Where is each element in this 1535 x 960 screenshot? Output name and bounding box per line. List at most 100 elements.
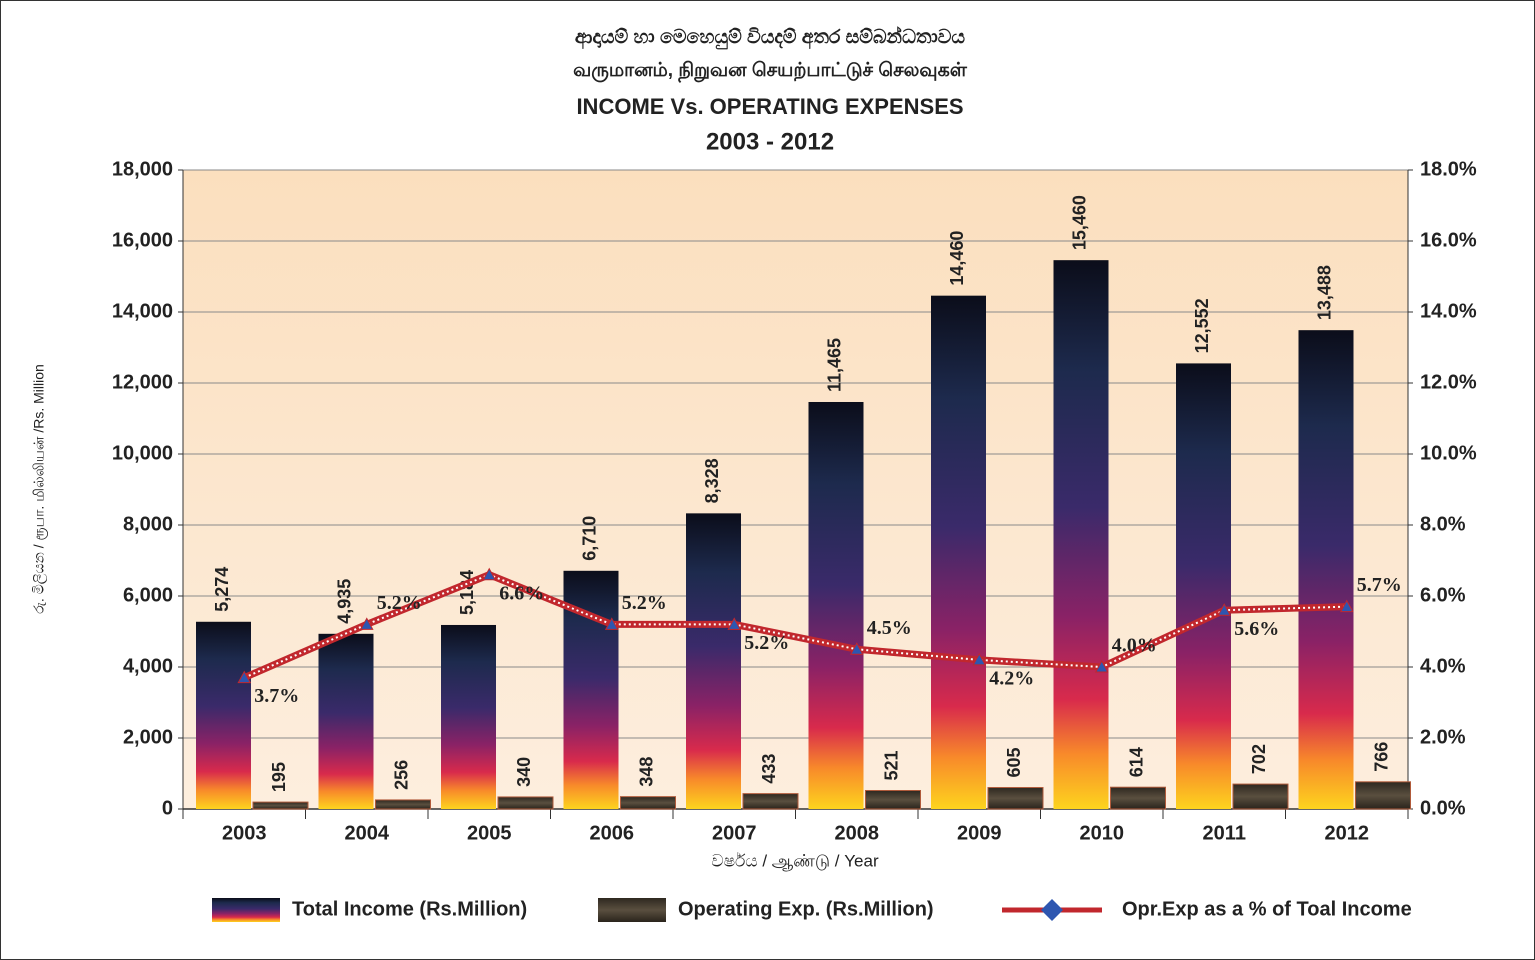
bar xyxy=(196,621,251,809)
bar-value-label: 195 xyxy=(269,762,289,792)
y-tick-label: 2,000 xyxy=(123,726,173,748)
title-line: 2003 - 2012 xyxy=(706,128,834,155)
x-tick-label: 2009 xyxy=(957,822,1002,844)
bar xyxy=(808,401,864,809)
bar xyxy=(497,796,554,810)
bar-value-label: 13,488 xyxy=(1315,265,1335,320)
y2-tick-label: 12.0% xyxy=(1420,371,1477,393)
line-value-label: 5.2% xyxy=(622,592,667,614)
x-tick-label: 2004 xyxy=(345,822,390,844)
x-tick-label: 2007 xyxy=(712,822,757,844)
line-value-label: 5.2% xyxy=(744,632,789,654)
bar xyxy=(931,295,986,809)
line-marker xyxy=(972,652,987,666)
line-marker xyxy=(849,642,864,655)
title-line: வருமானம், நிறுவன செயற்பாட்டுச் செலவுகள் xyxy=(573,60,968,83)
bar xyxy=(620,796,676,810)
bar-value-label: 256 xyxy=(392,760,412,790)
line-value-label: 4.2% xyxy=(989,667,1034,689)
bar xyxy=(742,793,799,810)
legend-label: Opr.Exp as a % of Toal Income xyxy=(1122,898,1412,920)
line-value-label: 4.0% xyxy=(1112,635,1157,657)
bar-value-label: 433 xyxy=(759,754,779,784)
y2-tick-label: 8.0% xyxy=(1420,513,1466,535)
bar-value-label: 6,710 xyxy=(580,516,600,561)
bar xyxy=(1110,786,1166,810)
line-marker xyxy=(727,617,742,630)
line-value-label: 6.6% xyxy=(499,582,544,604)
legend-label: Operating Exp. (Rs.Million) xyxy=(678,898,934,920)
y2-tick-label: 0.0% xyxy=(1420,797,1466,819)
y2-tick-label: 2.0% xyxy=(1420,726,1466,748)
bar-value-label: 521 xyxy=(882,750,902,780)
bar-value-label: 340 xyxy=(514,757,534,787)
y2-tick-label: 16.0% xyxy=(1420,229,1477,251)
y-axis-label: රු. මිලියන / ரூபா. மில்லியன் /Rs. Millio… xyxy=(31,364,48,614)
y2-tick-label: 14.0% xyxy=(1420,300,1477,322)
y-tick-label: 8,000 xyxy=(123,513,173,535)
title-line: ආදායම් හා මෙහෙයුම් වියදම් අතර සම්බන්ධතාව… xyxy=(575,26,965,51)
y2-tick-label: 4.0% xyxy=(1420,655,1466,677)
title-line: INCOME Vs. OPERATING EXPENSES xyxy=(576,94,963,119)
bar-value-label: 5,184 xyxy=(457,570,477,615)
bar xyxy=(441,624,496,809)
y-tick-label: 6,000 xyxy=(123,584,173,606)
line xyxy=(242,570,1347,681)
bar xyxy=(1232,783,1289,810)
bar xyxy=(318,633,374,809)
line-value-label: 5.6% xyxy=(1234,618,1279,640)
line-marker xyxy=(1339,599,1354,613)
bar-value-label: 8,328 xyxy=(702,458,722,503)
line-marker xyxy=(237,670,252,684)
x-tick-label: 2008 xyxy=(835,822,880,844)
y-tick-label: 14,000 xyxy=(112,300,173,322)
y2-tick-label: 6.0% xyxy=(1420,584,1466,606)
bar-value-label: 14,460 xyxy=(947,231,967,286)
legend-label: Total Income (Rs.Million) xyxy=(292,898,527,920)
bar-value-label: 614 xyxy=(1127,747,1147,777)
y-tick-label: 18,000 xyxy=(112,158,173,180)
x-tick-label: 2010 xyxy=(1080,822,1125,844)
bar-value-label: 766 xyxy=(1372,742,1392,772)
x-tick-label: 2012 xyxy=(1325,822,1370,844)
line-marker xyxy=(359,617,374,630)
y-tick-label: 12,000 xyxy=(112,371,173,393)
legend-marker xyxy=(1041,899,1063,921)
x-tick-label: 2006 xyxy=(590,822,635,844)
line-value-label: 4.5% xyxy=(867,617,912,639)
bar-value-label: 4,935 xyxy=(335,579,355,624)
legend-swatch xyxy=(212,898,280,922)
x-tick-label: 2005 xyxy=(467,822,512,844)
legend-swatch xyxy=(598,898,666,922)
line-marker xyxy=(604,617,619,630)
line-value-label: 5.7% xyxy=(1357,574,1402,596)
y-tick-label: 4,000 xyxy=(123,655,173,677)
bar-value-label: 605 xyxy=(1004,747,1024,777)
bar-value-label: 12,552 xyxy=(1192,298,1212,353)
bar xyxy=(686,513,741,809)
line-value-label: 3.7% xyxy=(254,685,299,707)
x-tick-label: 2011 xyxy=(1203,822,1246,844)
bar-value-label: 348 xyxy=(637,757,657,787)
bar xyxy=(1053,260,1109,809)
y-tick-label: 0 xyxy=(162,797,173,819)
line-marker xyxy=(482,567,497,581)
x-tick-label: 2003 xyxy=(222,822,267,844)
bar xyxy=(1298,330,1354,809)
bar xyxy=(987,787,1044,810)
bar-value-label: 11,465 xyxy=(825,338,845,392)
y2-tick-label: 18.0% xyxy=(1420,158,1477,180)
line-marker xyxy=(1094,659,1109,673)
bar-value-label: 5,274 xyxy=(212,567,232,612)
bar xyxy=(1176,363,1231,809)
bar xyxy=(1355,781,1411,810)
line-value-label: 5.2% xyxy=(377,592,422,614)
bar-value-label: 702 xyxy=(1249,744,1269,774)
bar xyxy=(865,790,921,810)
y-tick-label: 16,000 xyxy=(112,229,173,251)
bar-value-label: 15,460 xyxy=(1070,195,1090,250)
line-marker xyxy=(1217,603,1232,616)
x-axis-label: වර්ෂය / ஆண்டு / Year xyxy=(711,851,879,870)
bar xyxy=(375,799,431,810)
